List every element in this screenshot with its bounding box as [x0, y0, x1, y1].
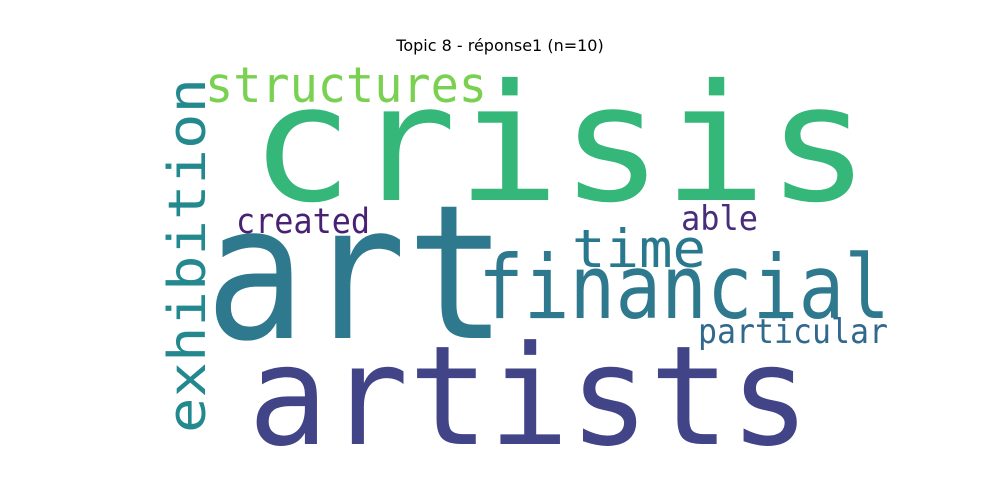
chart-title: Topic 8 - réponse1 (n=10) [396, 36, 604, 55]
word-time: time [572, 219, 706, 280]
word-able: able [681, 199, 758, 239]
word-financial: financial [478, 236, 890, 339]
word-crisis: crisis [250, 51, 870, 239]
word-exhibition: exhibition [158, 78, 218, 433]
word-artists: artists [248, 316, 810, 477]
word-created: created [236, 202, 370, 242]
word-art: art [205, 165, 507, 383]
word-structures: structures [205, 57, 487, 114]
word-particular: particular [698, 312, 888, 352]
